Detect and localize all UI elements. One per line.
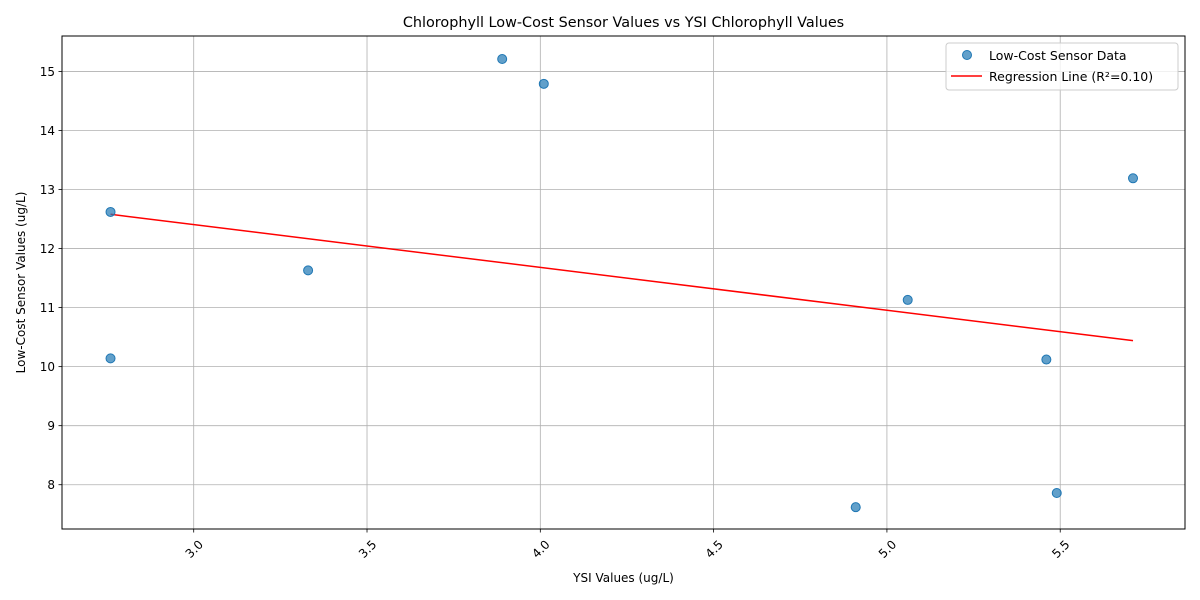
data-point <box>105 206 116 217</box>
data-point <box>303 265 314 276</box>
x-tick-label: 5.0 <box>876 537 899 560</box>
legend: Low-Cost Sensor Data Regression Line (R²… <box>945 42 1179 91</box>
data-point <box>1051 487 1062 498</box>
y-tick-label: 9 <box>47 419 55 433</box>
regression-line <box>110 213 1134 342</box>
plot-frame <box>61 35 1186 530</box>
y-tick-label: 12 <box>40 242 55 256</box>
data-point <box>1128 173 1139 184</box>
y-tick-label: 15 <box>40 65 55 79</box>
x-tick-label: 3.5 <box>356 537 379 560</box>
y-tick-label: 10 <box>40 360 55 374</box>
regression-series <box>110 213 1134 342</box>
y-tick-label: 14 <box>40 124 55 138</box>
data-point <box>497 54 508 65</box>
x-axis-title: YSI Values (ug/L) <box>572 571 674 585</box>
data-point <box>538 78 549 89</box>
legend-scatter-marker <box>962 50 972 60</box>
legend-box <box>945 42 1179 91</box>
x-tick-label: 5.5 <box>1049 537 1072 560</box>
data-point <box>850 502 861 513</box>
y-tick-label: 8 <box>47 478 55 492</box>
x-tick-label: 3.0 <box>183 537 206 560</box>
y-axis: 8 9 10 11 12 13 14 15 <box>40 65 62 492</box>
x-tick-label: 4.5 <box>703 537 726 560</box>
legend-label-scatter: Low-Cost Sensor Data <box>989 48 1127 63</box>
y-tick-label: 13 <box>40 183 55 197</box>
chart-title: Chlorophyll Low-Cost Sensor Values vs YS… <box>403 15 844 31</box>
x-tick-label: 4.0 <box>529 537 552 560</box>
data-point <box>1041 354 1052 365</box>
grid <box>62 36 1185 529</box>
data-point <box>902 294 913 305</box>
scatter-series <box>105 54 1139 513</box>
y-axis-title: Low-Cost Sensor Values (ug/L) <box>14 192 28 374</box>
y-tick-label: 11 <box>40 301 55 315</box>
legend-label-regression: Regression Line (R²=0.10) <box>989 69 1153 84</box>
x-axis: 3.0 3.5 4.0 4.5 5.0 5.5 <box>183 529 1073 561</box>
data-point <box>105 353 116 364</box>
